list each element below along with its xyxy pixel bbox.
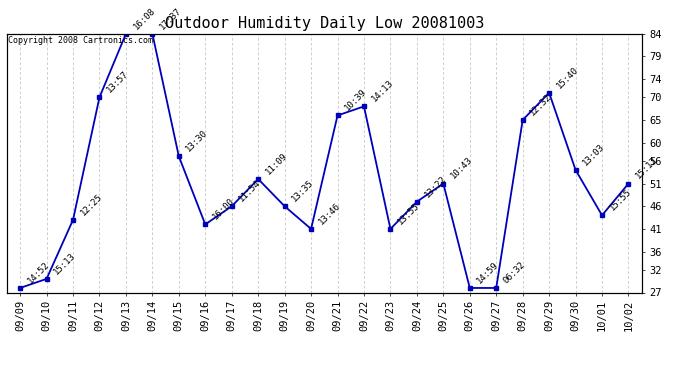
Text: 06:32: 06:32 [502, 260, 527, 285]
Text: Copyright 2008 Cartronics.com: Copyright 2008 Cartronics.com [8, 36, 153, 45]
Text: 13:03: 13:03 [581, 142, 607, 167]
Text: 16:00: 16:00 [211, 196, 236, 222]
Text: 13:22: 13:22 [422, 174, 448, 199]
Text: 13:57: 13:57 [105, 69, 130, 94]
Title: Outdoor Humidity Daily Low 20081003: Outdoor Humidity Daily Low 20081003 [165, 16, 484, 31]
Text: 13:30: 13:30 [184, 128, 210, 153]
Text: 13:35: 13:35 [290, 178, 315, 204]
Text: 12:32: 12:32 [529, 92, 553, 117]
Text: 13:55: 13:55 [396, 201, 422, 226]
Text: 14:59: 14:59 [475, 260, 501, 285]
Text: 14:13: 14:13 [370, 78, 395, 104]
Text: 10:39: 10:39 [343, 87, 368, 112]
Text: 16:08: 16:08 [132, 6, 157, 31]
Text: 14:52: 14:52 [26, 260, 51, 285]
Text: 15:12: 15:12 [634, 155, 660, 181]
Text: 15:55: 15:55 [608, 187, 633, 213]
Text: 17:37: 17:37 [158, 6, 184, 31]
Text: 13:46: 13:46 [317, 201, 342, 226]
Text: 11:09: 11:09 [264, 151, 289, 176]
Text: 11:54: 11:54 [237, 178, 263, 204]
Text: 10:43: 10:43 [449, 155, 474, 181]
Text: 15:13: 15:13 [52, 251, 77, 276]
Text: 12:25: 12:25 [79, 192, 104, 217]
Text: 15:40: 15:40 [555, 64, 580, 90]
